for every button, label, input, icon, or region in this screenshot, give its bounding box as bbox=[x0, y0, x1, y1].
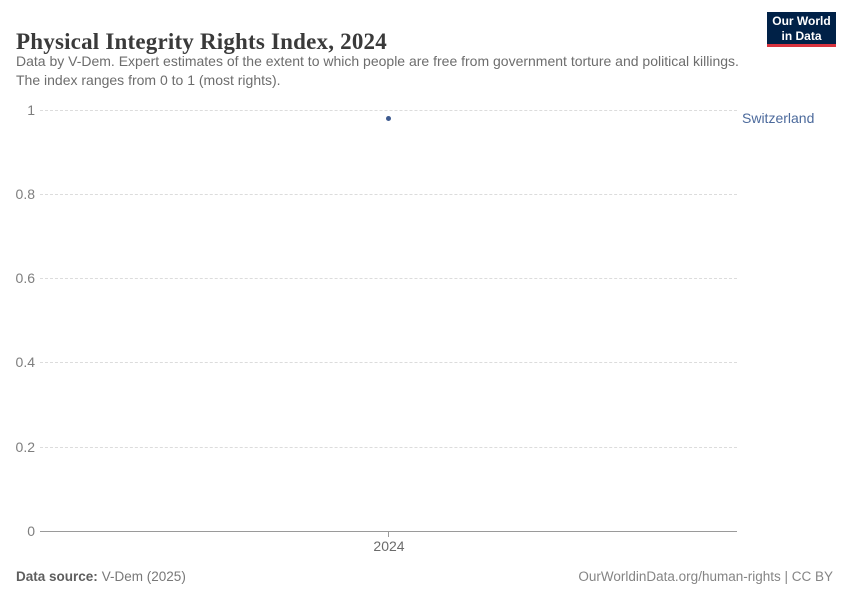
y-tick-label-0_8: 0.8 bbox=[15, 186, 35, 202]
gridline-1 bbox=[40, 110, 737, 111]
x-tick-label-2024: 2024 bbox=[373, 538, 405, 554]
owid-logo[interactable]: Our World in Data bbox=[767, 12, 836, 47]
chart-subtitle: Data by V-Dem. Expert estimates of the e… bbox=[16, 53, 739, 88]
gridline-0_8 bbox=[40, 194, 737, 195]
gridline-0_2 bbox=[40, 447, 737, 448]
y-tick-label-0: 0 bbox=[27, 523, 35, 539]
entity-label-switzerland[interactable]: Switzerland bbox=[742, 110, 815, 126]
y-tick-label-0_4: 0.4 bbox=[15, 354, 35, 370]
footer-data-source: Data source: V-Dem (2025) bbox=[16, 569, 186, 584]
data-source-label: Data source: bbox=[16, 569, 98, 584]
y-tick-label-0_6: 0.6 bbox=[15, 270, 35, 286]
x-axis-line bbox=[40, 531, 737, 532]
y-tick-label-1: 1 bbox=[27, 102, 35, 118]
page-title: Physical Integrity Rights Index, 2024 bbox=[16, 29, 387, 55]
gridline-0_6 bbox=[40, 278, 737, 279]
owid-logo-line2: in Data bbox=[781, 28, 822, 43]
y-tick-label-0_2: 0.2 bbox=[15, 439, 35, 455]
data-source-value: V-Dem (2025) bbox=[101, 569, 186, 584]
owid-logo-line1: Our World bbox=[772, 14, 831, 28]
footer-credit-link[interactable]: OurWorldinData.org/human-rights | CC BY bbox=[578, 569, 833, 584]
data-point-switzerland-2024[interactable] bbox=[386, 116, 391, 121]
x-tick-mark-2024 bbox=[388, 532, 389, 537]
gridline-0_4 bbox=[40, 362, 737, 363]
